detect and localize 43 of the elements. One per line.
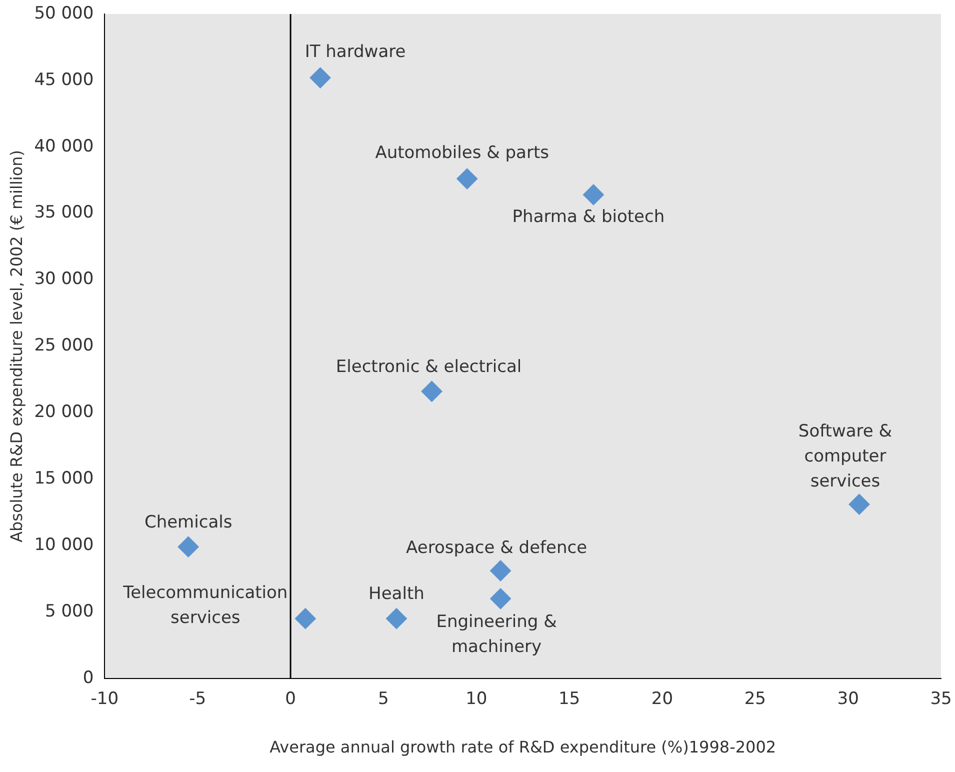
series-label: Aerospace & defence bbox=[406, 538, 588, 558]
x-tick-label: 35 bbox=[930, 689, 952, 710]
series-label: Engineering & machinery bbox=[436, 612, 557, 658]
y-tick-label: 50 000 bbox=[34, 3, 94, 24]
y-tick-label: 0 bbox=[82, 668, 94, 688]
y-tick-label: 35 000 bbox=[34, 202, 94, 223]
x-tick-label: 10 bbox=[466, 689, 488, 710]
y-tick-label: 45 000 bbox=[34, 70, 94, 90]
y-tick-label: 5 000 bbox=[45, 601, 94, 622]
series-label: Software & computer services bbox=[798, 422, 892, 492]
point bbox=[386, 608, 407, 630]
y-tick-label: 20 000 bbox=[34, 402, 94, 422]
y-axis-title: Absolute R&D expenditure level, 2002 (€ million) bbox=[6, 150, 26, 542]
x-tick-label: -10 bbox=[90, 689, 119, 710]
x-tick-label: -5 bbox=[189, 689, 206, 710]
point bbox=[490, 588, 512, 610]
point bbox=[456, 168, 478, 190]
series-label: Electronic & electrical bbox=[336, 356, 522, 377]
series-label: Automobiles & parts bbox=[375, 143, 550, 164]
x-tick-label: 20 bbox=[651, 689, 674, 710]
y-tick-label: 15 000 bbox=[34, 468, 94, 488]
x-tick-label: 25 bbox=[744, 689, 766, 710]
series-label: Health bbox=[368, 584, 424, 604]
y-tick-label: 30 000 bbox=[34, 269, 94, 290]
point bbox=[582, 184, 604, 206]
series-label: Chemicals bbox=[144, 512, 232, 532]
y-tick-label: 40 000 bbox=[34, 136, 94, 156]
x-tick-label: 5 bbox=[378, 689, 389, 710]
point bbox=[848, 494, 870, 515]
series-label: IT hardware bbox=[304, 42, 406, 62]
point bbox=[490, 560, 512, 582]
series-label: Telecommunication services bbox=[122, 583, 288, 628]
series-label: Pharma & biotech bbox=[512, 207, 665, 228]
point bbox=[310, 67, 331, 88]
point bbox=[178, 536, 199, 558]
x-tick-label: 0 bbox=[285, 689, 296, 710]
y-tick-label: 25 000 bbox=[34, 336, 94, 356]
x-tick-label: 30 bbox=[837, 689, 859, 710]
point bbox=[294, 608, 316, 630]
y-tick-label: 10 000 bbox=[34, 534, 94, 555]
x-axis-title: Average annual growth rate of R&D expenditure (%)1998-2002 bbox=[270, 738, 776, 757]
x-tick-label: 15 bbox=[558, 689, 580, 710]
point bbox=[421, 380, 442, 402]
